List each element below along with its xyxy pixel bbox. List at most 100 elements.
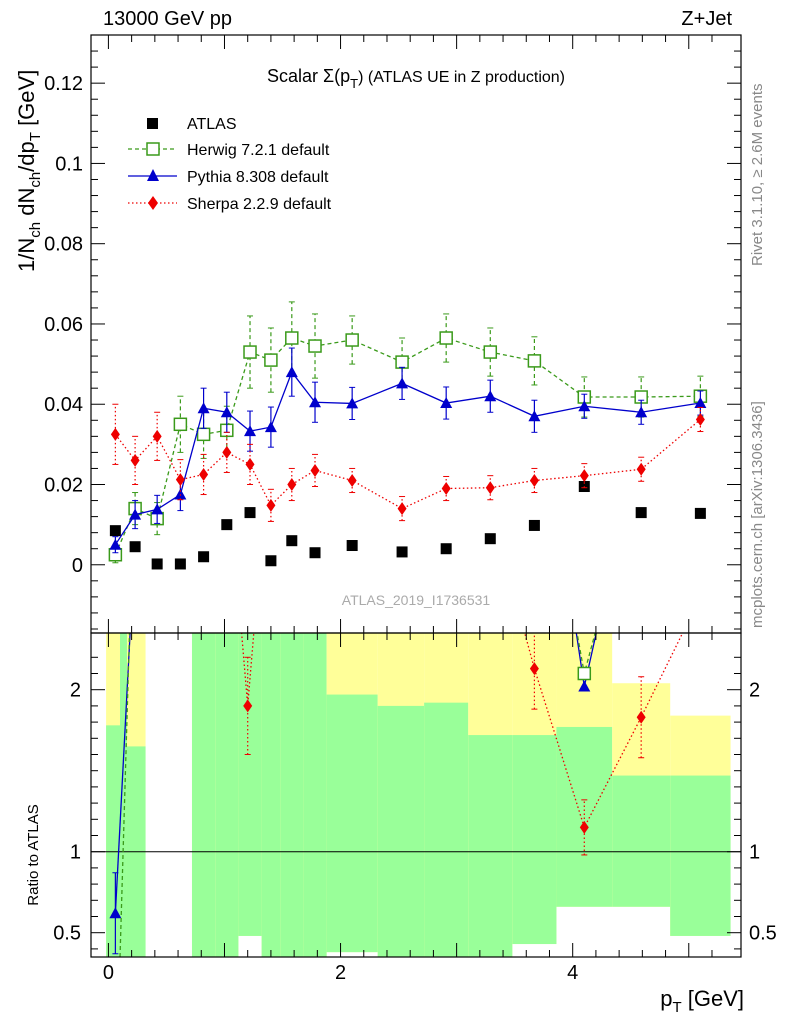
legend-label-sherpa: Sherpa 2.2.9 default xyxy=(187,196,332,213)
band-inner xyxy=(215,633,239,957)
series-pythia xyxy=(109,347,707,554)
point-pythia xyxy=(309,396,322,408)
point-data xyxy=(286,535,298,547)
ratio-line-pythia xyxy=(114,633,131,914)
point-data xyxy=(440,543,452,555)
point-pythia xyxy=(151,503,164,515)
point-herwig xyxy=(243,345,257,359)
point-herwig xyxy=(345,333,359,347)
point-sherpa xyxy=(310,463,320,477)
band-inner xyxy=(468,735,513,957)
band-inner xyxy=(120,633,127,957)
ratio-y-tick-label: 1 xyxy=(70,842,81,864)
point-herwig xyxy=(264,353,278,367)
svg-text:pT [GeV]: pT [GeV] xyxy=(660,986,744,1016)
series-line-sherpa xyxy=(114,418,701,510)
point-pythia xyxy=(440,397,453,409)
point-pythia xyxy=(346,397,359,409)
point-sherpa xyxy=(695,412,705,426)
y-axis-label-upper: 1/Nch dNch/dpT [GeV] xyxy=(14,70,44,272)
band-inner xyxy=(612,775,671,907)
band-inner xyxy=(106,725,121,957)
point-data xyxy=(151,558,163,570)
point-sherpa xyxy=(287,478,297,492)
point-sherpa xyxy=(175,473,185,487)
point-data xyxy=(174,558,186,570)
mcplots-label: mcplots.cern.ch [arXiv:1306.3436] xyxy=(749,401,766,628)
chart-title: Scalar Σ(pT) (ATLAS UE in Z production) xyxy=(267,66,565,91)
y-axis-label-lower: Ratio to ATLAS xyxy=(25,804,42,905)
ratio-series-pythia xyxy=(109,633,597,955)
series-herwig xyxy=(108,301,708,564)
ratio-point-herwig xyxy=(577,666,592,681)
point-herwig xyxy=(173,417,188,432)
series-line-herwig xyxy=(114,337,701,555)
point-data xyxy=(635,507,647,519)
legend-entry-sherpa: Sherpa 2.2.9 default xyxy=(128,196,332,213)
point-sherpa xyxy=(636,462,646,476)
ratio-series-herwig xyxy=(119,633,596,957)
ratio-point-sherpa xyxy=(243,699,253,713)
axes: 0 0.02 0.04 0.06 0.08 0.1 0.12 0.5 0.5 1 1 2 2 0 2 4 xyxy=(44,34,777,984)
y-tick-label: 0.1 xyxy=(55,153,83,175)
svg-text:1/Nch dNch/dpT [GeV]: 1/Nch dNch/dpT [GeV] xyxy=(14,70,44,272)
point-pythia xyxy=(285,366,298,378)
point-pythia xyxy=(635,406,648,418)
point-sherpa xyxy=(245,457,255,471)
ratio-frame xyxy=(90,632,742,958)
band-inner xyxy=(424,702,469,957)
point-pythia xyxy=(174,488,187,500)
legend-label-pythia: Pythia 8.308 default xyxy=(187,169,329,186)
point-data xyxy=(265,555,277,567)
point-data xyxy=(221,519,233,531)
point-data xyxy=(694,507,706,519)
band-inner xyxy=(326,694,378,953)
point-sherpa xyxy=(222,445,232,459)
ratio-line-herwig xyxy=(119,633,131,957)
ratio-y-tick-label-right: 0.5 xyxy=(749,923,777,945)
legend-label-atlas: ATLAS xyxy=(187,116,237,133)
point-herwig xyxy=(483,345,498,359)
band-inner xyxy=(261,633,281,957)
point-herwig xyxy=(308,339,322,353)
ratio-y-tick-label: 2 xyxy=(70,680,81,702)
point-herwig xyxy=(395,355,409,369)
ratio-y-tick-label-right: 2 xyxy=(749,680,760,702)
x-tick-label: 2 xyxy=(335,962,346,984)
point-sherpa xyxy=(199,467,209,481)
ratio-point-sherpa xyxy=(579,820,589,834)
point-data xyxy=(396,546,408,558)
y-tick-label: 0.04 xyxy=(44,394,83,416)
ratio-bands xyxy=(106,633,731,957)
point-pythia xyxy=(109,538,122,550)
svg-text:Scalar Σ(pT) (ATLAS UE in Z pr: Scalar Σ(pT) (ATLAS UE in Z production) xyxy=(267,66,565,91)
point-sherpa xyxy=(397,502,407,516)
x-axis-label: pT [GeV] xyxy=(660,986,744,1016)
point-data xyxy=(484,533,496,545)
point-sherpa xyxy=(579,469,589,483)
legend-label-herwig: Herwig 7.2.1 default xyxy=(187,142,330,159)
y-tick-label: 0.06 xyxy=(44,314,83,336)
point-pythia xyxy=(244,425,257,437)
y-tick-label: 0.08 xyxy=(44,234,83,256)
point-sherpa xyxy=(130,453,140,467)
band-inner xyxy=(303,633,327,957)
main-plot-area xyxy=(108,301,708,570)
point-pythia xyxy=(396,377,409,389)
legend: ATLAS Herwig 7.2.1 default Pythia 8.308 … xyxy=(128,116,332,213)
point-herwig xyxy=(439,331,453,345)
point-sherpa xyxy=(441,482,451,496)
point-herwig xyxy=(285,331,299,345)
ratio-point-pythia xyxy=(109,907,122,919)
point-pythia xyxy=(578,400,591,412)
ratio-point-sherpa xyxy=(636,710,646,724)
band-inner xyxy=(556,726,613,907)
legend-entry-atlas: ATLAS xyxy=(147,116,237,133)
point-sherpa xyxy=(347,473,357,487)
series-sherpa xyxy=(110,403,705,522)
point-sherpa xyxy=(266,498,276,512)
x-tick-label: 4 xyxy=(567,962,578,984)
point-pythia xyxy=(220,406,233,418)
energy-label: 13000 GeV pp xyxy=(103,8,232,30)
point-sherpa xyxy=(529,473,539,487)
